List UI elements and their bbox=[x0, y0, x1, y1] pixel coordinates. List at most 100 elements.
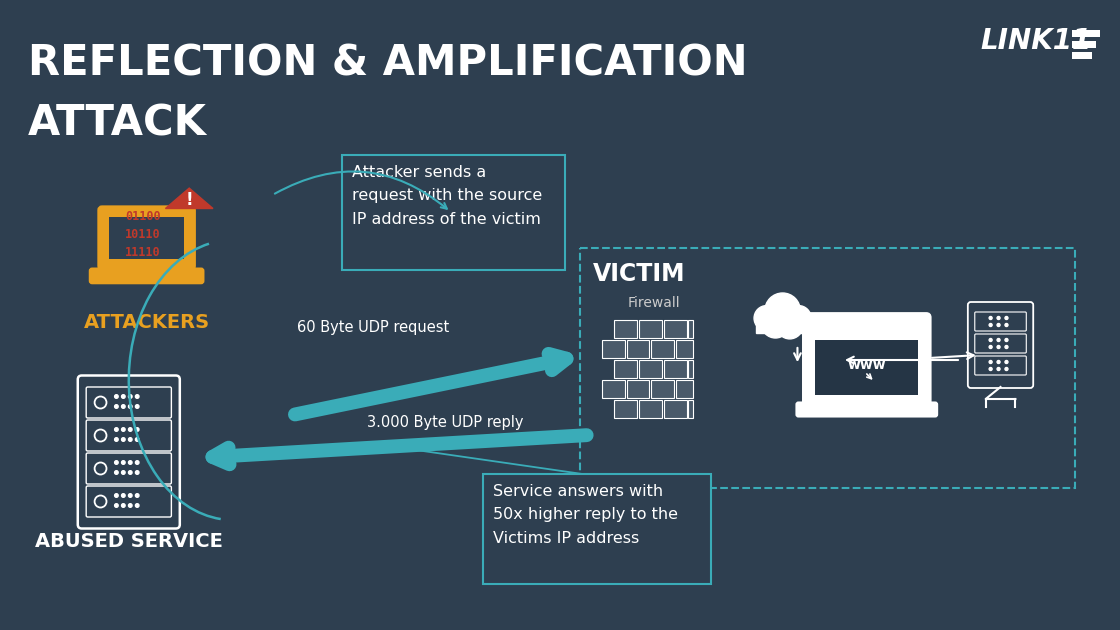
FancyBboxPatch shape bbox=[638, 320, 662, 338]
FancyBboxPatch shape bbox=[1072, 41, 1095, 48]
Circle shape bbox=[997, 323, 1000, 326]
Circle shape bbox=[997, 338, 1000, 341]
FancyBboxPatch shape bbox=[1072, 52, 1092, 59]
Circle shape bbox=[776, 312, 803, 339]
Circle shape bbox=[765, 293, 801, 329]
FancyBboxPatch shape bbox=[86, 453, 171, 484]
Circle shape bbox=[136, 461, 139, 464]
Text: ABUSED SERVICE: ABUSED SERVICE bbox=[35, 532, 223, 551]
FancyBboxPatch shape bbox=[342, 155, 564, 270]
Circle shape bbox=[122, 428, 125, 432]
Circle shape bbox=[136, 504, 139, 507]
Circle shape bbox=[129, 438, 132, 441]
FancyBboxPatch shape bbox=[756, 320, 810, 333]
Text: VICTIM: VICTIM bbox=[594, 262, 685, 286]
Circle shape bbox=[786, 306, 811, 331]
Circle shape bbox=[989, 316, 992, 319]
FancyBboxPatch shape bbox=[614, 320, 637, 338]
FancyBboxPatch shape bbox=[579, 248, 1075, 488]
FancyBboxPatch shape bbox=[652, 340, 674, 358]
FancyBboxPatch shape bbox=[652, 380, 674, 398]
Circle shape bbox=[122, 404, 125, 408]
FancyBboxPatch shape bbox=[664, 320, 687, 338]
Circle shape bbox=[129, 395, 132, 398]
FancyBboxPatch shape bbox=[86, 486, 171, 517]
FancyBboxPatch shape bbox=[796, 403, 937, 416]
Circle shape bbox=[762, 309, 790, 338]
Circle shape bbox=[129, 461, 132, 464]
FancyBboxPatch shape bbox=[815, 326, 918, 340]
Text: 60 Byte UDP request: 60 Byte UDP request bbox=[297, 320, 449, 335]
FancyBboxPatch shape bbox=[1072, 30, 1100, 37]
FancyBboxPatch shape bbox=[484, 474, 711, 584]
Circle shape bbox=[114, 494, 119, 497]
Circle shape bbox=[114, 428, 119, 432]
Circle shape bbox=[997, 345, 1000, 348]
FancyBboxPatch shape bbox=[689, 360, 693, 378]
Circle shape bbox=[114, 404, 119, 408]
Circle shape bbox=[114, 395, 119, 398]
FancyBboxPatch shape bbox=[86, 387, 171, 418]
Circle shape bbox=[122, 461, 125, 464]
FancyBboxPatch shape bbox=[601, 340, 625, 358]
FancyBboxPatch shape bbox=[614, 360, 637, 378]
Circle shape bbox=[122, 494, 125, 497]
Circle shape bbox=[136, 404, 139, 408]
Circle shape bbox=[114, 438, 119, 441]
FancyBboxPatch shape bbox=[86, 420, 171, 451]
Text: Firewall: Firewall bbox=[627, 296, 680, 310]
FancyBboxPatch shape bbox=[626, 380, 650, 398]
Circle shape bbox=[1005, 323, 1008, 326]
Text: Attacker sends a
request with the source
IP address of the victim: Attacker sends a request with the source… bbox=[352, 165, 542, 227]
Circle shape bbox=[114, 471, 119, 474]
FancyBboxPatch shape bbox=[815, 326, 918, 394]
Circle shape bbox=[1005, 345, 1008, 348]
Circle shape bbox=[989, 367, 992, 370]
FancyBboxPatch shape bbox=[803, 314, 931, 406]
Text: LINK11: LINK11 bbox=[981, 27, 1092, 55]
Circle shape bbox=[997, 367, 1000, 370]
Text: REFLECTION & AMPLIFICATION: REFLECTION & AMPLIFICATION bbox=[28, 42, 747, 84]
FancyBboxPatch shape bbox=[974, 356, 1026, 375]
Circle shape bbox=[129, 504, 132, 507]
Text: ATTACKERS: ATTACKERS bbox=[84, 313, 209, 332]
FancyBboxPatch shape bbox=[974, 312, 1026, 331]
FancyBboxPatch shape bbox=[99, 207, 194, 269]
Circle shape bbox=[129, 428, 132, 432]
Circle shape bbox=[1005, 360, 1008, 364]
Circle shape bbox=[122, 471, 125, 474]
Circle shape bbox=[989, 345, 992, 348]
Circle shape bbox=[129, 471, 132, 474]
Circle shape bbox=[129, 404, 132, 408]
FancyBboxPatch shape bbox=[974, 334, 1026, 353]
Circle shape bbox=[989, 360, 992, 364]
Circle shape bbox=[122, 395, 125, 398]
Circle shape bbox=[136, 471, 139, 474]
Circle shape bbox=[114, 461, 119, 464]
Text: www: www bbox=[848, 358, 886, 372]
Circle shape bbox=[136, 428, 139, 432]
Circle shape bbox=[1005, 367, 1008, 370]
FancyBboxPatch shape bbox=[689, 400, 693, 418]
Text: !: ! bbox=[186, 191, 193, 209]
Circle shape bbox=[989, 323, 992, 326]
Circle shape bbox=[136, 494, 139, 497]
FancyBboxPatch shape bbox=[638, 360, 662, 378]
FancyBboxPatch shape bbox=[139, 267, 155, 272]
Circle shape bbox=[114, 504, 119, 507]
FancyBboxPatch shape bbox=[626, 340, 650, 358]
Circle shape bbox=[997, 316, 1000, 319]
FancyBboxPatch shape bbox=[664, 360, 687, 378]
Circle shape bbox=[754, 306, 780, 331]
Circle shape bbox=[136, 395, 139, 398]
FancyBboxPatch shape bbox=[968, 302, 1034, 388]
FancyBboxPatch shape bbox=[676, 340, 693, 358]
FancyBboxPatch shape bbox=[109, 217, 185, 259]
Circle shape bbox=[1005, 338, 1008, 341]
FancyBboxPatch shape bbox=[689, 320, 693, 338]
FancyBboxPatch shape bbox=[601, 380, 625, 398]
Circle shape bbox=[136, 438, 139, 441]
Text: Service answers with
50x higher reply to the
Victims IP address: Service answers with 50x higher reply to… bbox=[493, 484, 679, 546]
Circle shape bbox=[1005, 316, 1008, 319]
Text: ATTACK: ATTACK bbox=[28, 102, 207, 144]
